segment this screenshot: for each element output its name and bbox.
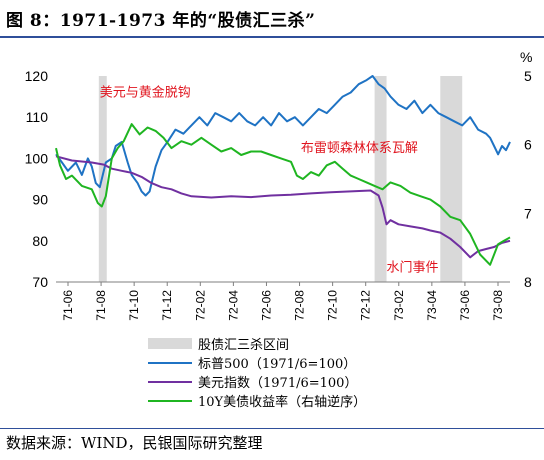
y-left-tick-label-5: 120 <box>25 68 49 84</box>
source-note: 数据来源：WIND，民银国际研究整理 <box>6 434 263 452</box>
footer-rule <box>0 428 544 429</box>
x-tick-label-0: 71-06 <box>61 290 75 321</box>
y-right-tick-label-3: 8 <box>524 274 532 290</box>
title-rule <box>0 36 544 38</box>
y-left-tick-label-4: 110 <box>26 109 49 125</box>
treasury-10y-line <box>55 123 511 266</box>
chart-title: 图 8：1971-1973 年的“股债汇三杀” <box>6 11 316 31</box>
dollar-index-line <box>55 155 511 259</box>
shaded-period-2 <box>440 76 463 282</box>
x-tick-label-13: 73-08 <box>491 290 505 321</box>
y-right-axis-label: % <box>520 49 532 65</box>
y-right-tick-label-0: 5 <box>524 68 532 84</box>
x-tick-label-6: 72-06 <box>259 290 273 321</box>
y-left-tick-label-1: 80 <box>32 233 48 249</box>
x-tick-label-9: 72-12 <box>359 290 373 321</box>
series-lines <box>55 75 511 266</box>
legend-swatch-0 <box>148 338 192 349</box>
y-right-tick-label-1: 6 <box>524 137 532 153</box>
x-tick-label-1: 71-08 <box>94 290 108 321</box>
x-tick-label-4: 72-02 <box>193 290 207 321</box>
line-chart: 70 80 90 100 110 120% 5 6 7 8 71-06 71-08 71-10 71-12… <box>25 49 533 410</box>
sp500-line <box>55 75 511 197</box>
annotation-1: 布雷顿森林体系瓦解 <box>301 141 418 156</box>
x-tick-label-8: 72-10 <box>326 290 340 321</box>
legend-label-3: 10Y美债收益率（右轴逆序） <box>198 394 366 410</box>
legend-label-2: 美元指数（1971/6=100） <box>198 376 357 391</box>
annotation-0: 美元与黄金脱钩 <box>100 85 191 101</box>
y-left-tick-label-3: 100 <box>25 150 49 166</box>
y-left-tick-label-0: 70 <box>32 274 48 290</box>
shaded-period-1 <box>374 76 387 282</box>
x-tick-label-12: 73-06 <box>458 290 472 321</box>
x-tick-label-3: 71-12 <box>160 290 174 321</box>
x-tick-label-7: 72-08 <box>293 290 307 321</box>
x-tick-label-10: 73-02 <box>392 290 406 321</box>
x-tick-label-11: 73-04 <box>425 290 439 321</box>
annotation-2: 水门事件 <box>387 261 439 276</box>
axes: 70 80 90 100 110 120% 5 6 7 8 71-06 71-08 71-10 71-12… <box>25 49 533 321</box>
x-tick-label-2: 71-10 <box>127 290 141 321</box>
legend-label-0: 股债汇三杀区间 <box>198 338 289 353</box>
x-tick-label-5: 72-04 <box>226 290 240 321</box>
y-right-tick-label-2: 7 <box>524 205 532 221</box>
legend-label-1: 标普500（1971/6=100） <box>198 357 356 372</box>
y-left-tick-label-2: 90 <box>32 192 48 208</box>
